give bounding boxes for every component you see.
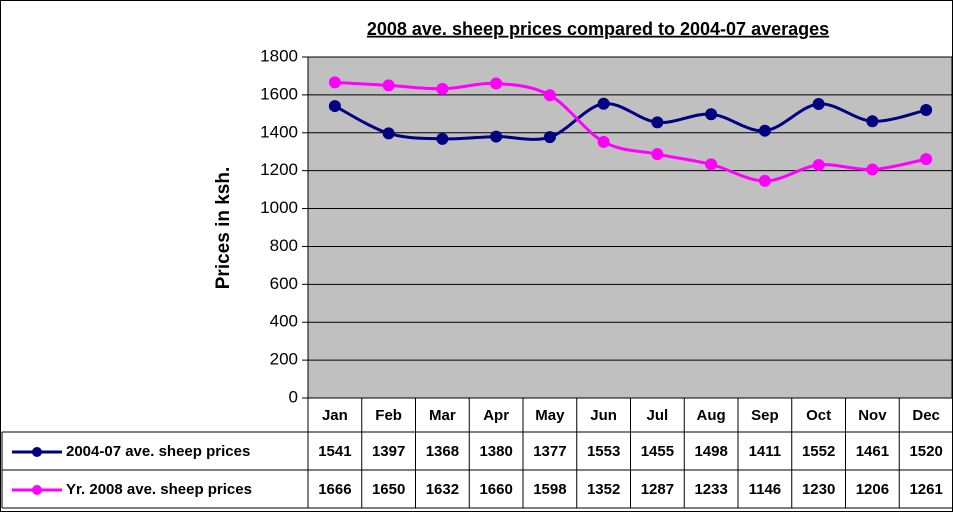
y-tick-label: 1800	[260, 46, 298, 65]
x-tick-label: Nov	[858, 407, 887, 424]
marker	[597, 135, 610, 148]
table-value: 1368	[426, 443, 459, 460]
plot-area	[307, 56, 953, 399]
marker	[436, 132, 449, 145]
legend-marker	[32, 447, 42, 457]
table-value: 1498	[694, 443, 727, 460]
table-value: 1455	[641, 443, 674, 460]
marker	[758, 124, 771, 137]
table-value: 1411	[749, 443, 782, 460]
table-value: 1552	[802, 443, 835, 460]
y-axis-label: Prices in ksh.	[213, 167, 234, 290]
marker	[651, 148, 664, 161]
x-tick-label: Jun	[590, 407, 617, 424]
table-value: 1146	[749, 481, 782, 498]
table-value: 1377	[533, 443, 566, 460]
table-value: 1461	[856, 443, 889, 460]
table-value: 1206	[856, 481, 889, 498]
marker	[812, 158, 825, 171]
marker	[812, 97, 825, 110]
marker	[705, 108, 718, 121]
table-value: 1520	[909, 443, 942, 460]
table-value: 1230	[802, 481, 835, 498]
x-tick-label: Jan	[322, 407, 348, 424]
x-tick-label: Oct	[806, 407, 831, 424]
marker	[651, 116, 664, 129]
y-tick-label: 1200	[260, 160, 298, 179]
marker	[758, 174, 771, 187]
y-tick-label: 1000	[260, 198, 298, 217]
table-value: 1261	[909, 481, 942, 498]
marker	[490, 130, 503, 143]
legend-marker	[32, 485, 42, 495]
x-tick-label: Feb	[375, 407, 402, 424]
x-tick-label: Aug	[697, 407, 726, 424]
x-tick-label: Apr	[483, 407, 509, 424]
table-value: 1380	[479, 443, 512, 460]
marker	[920, 153, 933, 166]
marker	[543, 131, 556, 144]
marker	[866, 163, 879, 176]
marker	[543, 89, 556, 102]
marker	[328, 76, 341, 89]
x-tick-label: Jul	[647, 407, 669, 424]
legend-label: 2004-07 ave. sheep prices	[66, 443, 250, 460]
marker	[382, 127, 395, 140]
table-value: 1650	[372, 481, 405, 498]
x-tick-label: May	[535, 407, 565, 424]
y-tick-label: 400	[270, 312, 298, 331]
marker	[597, 97, 610, 110]
table-value: 1541	[318, 443, 351, 460]
marker	[328, 100, 341, 113]
table-value: 1553	[587, 443, 620, 460]
x-tick-label: Dec	[912, 407, 940, 424]
table-value: 1666	[318, 481, 351, 498]
marker	[705, 158, 718, 171]
legend-label: Yr. 2008 ave. sheep prices	[66, 481, 252, 498]
y-tick-label: 200	[270, 350, 298, 369]
y-tick-label: 0	[289, 387, 298, 406]
marker	[382, 79, 395, 92]
table-value: 1287	[641, 481, 674, 498]
table-value: 1233	[694, 481, 727, 498]
table-value: 1397	[372, 443, 405, 460]
marker	[920, 104, 933, 117]
table-value: 1660	[479, 481, 512, 498]
marker	[866, 115, 879, 128]
y-tick-label: 1600	[260, 84, 298, 103]
chart-title: 2008 ave. sheep prices compared to 2004-…	[367, 19, 829, 39]
y-tick-label: 1400	[260, 122, 298, 141]
y-tick-label: 800	[270, 236, 298, 255]
marker	[436, 82, 449, 95]
y-tick-label: 600	[270, 274, 298, 293]
marker	[490, 77, 503, 90]
x-tick-label: Sep	[751, 407, 779, 424]
table-value: 1632	[426, 481, 459, 498]
x-tick-label: Mar	[429, 407, 456, 424]
table-value: 1598	[533, 481, 566, 498]
table-value: 1352	[587, 481, 620, 498]
